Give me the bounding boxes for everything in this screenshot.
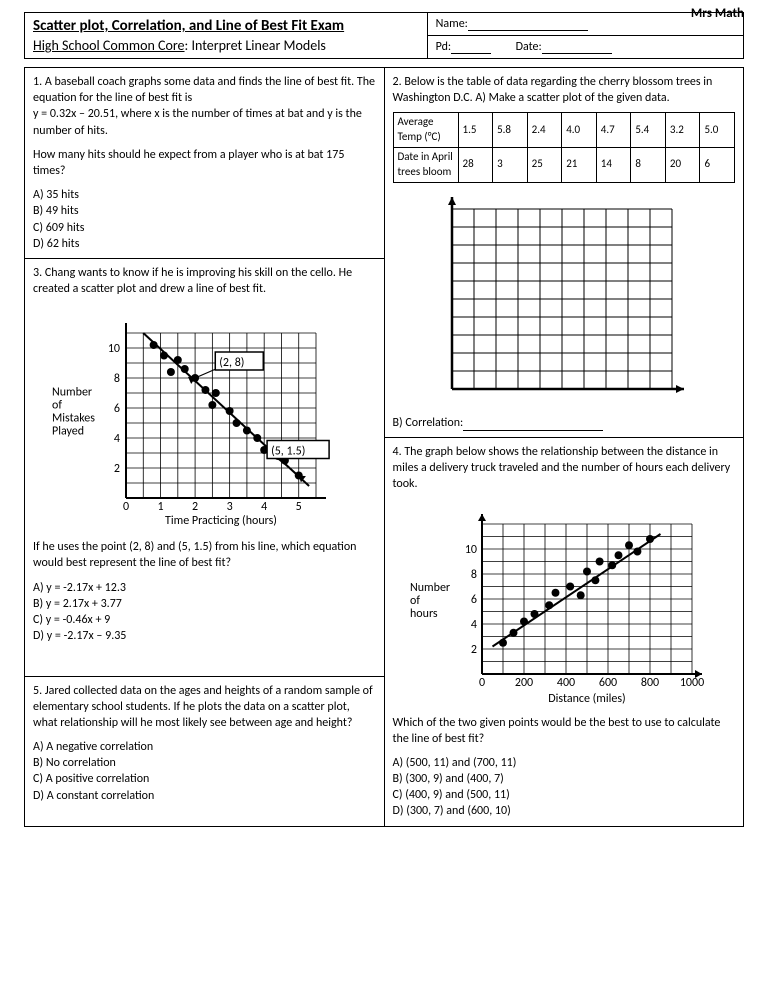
q3-options: A) y = -2.17x + 12.3 B) y = 2.17x + 3.77…: [33, 580, 376, 645]
title-cell: Scatter plot, Correlation, and Line of B…: [25, 13, 428, 59]
svg-text:0: 0: [123, 500, 129, 514]
svg-text:10: 10: [108, 342, 120, 356]
q4-options: A) (500, 11) and (700, 11) B) (300, 9) a…: [393, 755, 736, 820]
q5-options: A) A negative correlation B) No correlat…: [33, 739, 376, 804]
date-blank[interactable]: [542, 41, 612, 54]
svg-text:8: 8: [471, 568, 477, 582]
svg-text:0: 0: [479, 676, 485, 690]
svg-text:1000: 1000: [680, 676, 704, 690]
main-grid: 1. A baseball coach graphs some data and…: [24, 67, 744, 827]
brand-label: Mrs Math: [691, 6, 744, 21]
q4-cell: 4. The graph below shows the relationshi…: [384, 437, 744, 826]
svg-text:10: 10: [465, 543, 477, 557]
svg-text:Number: Number: [52, 386, 92, 400]
svg-text:(5, 1.5): (5, 1.5): [271, 445, 305, 459]
q1-options: A) 35 hits B) 49 hits C) 609 hits D) 62 …: [33, 187, 376, 252]
q3-chart: 0 1 2 3 4 5 2 4 6 8 10 Time Practicing (hours) Numbe…: [33, 303, 376, 533]
svg-text:800: 800: [641, 676, 659, 690]
worksheet-page: Mrs Math Scatter plot, Correlation, and …: [0, 0, 768, 851]
header-table: Scatter plot, Correlation, and Line of B…: [24, 12, 744, 59]
q4-chart: 0 200 400 600 800 1000 2 4 6 8 10 Distance (miles) N…: [393, 499, 736, 709]
svg-text:3: 3: [227, 500, 233, 514]
svg-text:Time Practicing (hours): Time Practicing (hours): [165, 514, 277, 528]
svg-text:Mistakes: Mistakes: [52, 412, 95, 426]
svg-text:of: of: [52, 399, 62, 413]
svg-text:Distance (miles): Distance (miles): [548, 692, 625, 706]
corr-blank[interactable]: [463, 418, 603, 431]
pd-date-cell: Pd: Date:: [427, 36, 743, 59]
exam-subtitle: High School Common Core: Interpret Linea…: [33, 37, 419, 54]
svg-text:4: 4: [471, 618, 477, 632]
svg-text:200: 200: [515, 676, 533, 690]
q2-blank-grid: [393, 189, 736, 409]
q2-cell: 2. Below is the table of data regarding …: [384, 68, 744, 438]
svg-text:5: 5: [296, 500, 302, 514]
svg-text:6: 6: [114, 402, 120, 416]
svg-text:1: 1: [158, 500, 164, 514]
svg-text:of: of: [410, 594, 420, 608]
svg-text:2: 2: [192, 500, 198, 514]
svg-text:8: 8: [114, 372, 120, 386]
svg-text:Played: Played: [52, 425, 84, 439]
q5-cell: 5. Jared collected data on the ages and …: [25, 676, 385, 826]
svg-text:hours: hours: [410, 607, 438, 621]
svg-text:2: 2: [471, 643, 477, 657]
svg-text:4: 4: [261, 500, 267, 514]
svg-text:2: 2: [114, 462, 120, 476]
name-blank[interactable]: [468, 18, 588, 31]
svg-text:6: 6: [471, 593, 477, 607]
svg-text:400: 400: [557, 676, 575, 690]
svg-text:Number: Number: [410, 581, 450, 595]
q2-data-table: Average Temp (°C) 1.5 5.8 2.4 4.0 4.7 5.…: [393, 112, 736, 182]
pd-blank[interactable]: [451, 41, 491, 54]
svg-text:(2, 8): (2, 8): [220, 356, 245, 370]
exam-title: Scatter plot, Correlation, and Line of B…: [33, 17, 419, 35]
header: Mrs Math Scatter plot, Correlation, and …: [24, 12, 744, 59]
svg-text:4: 4: [114, 432, 120, 446]
q2-correlation: B) Correlation:: [393, 415, 736, 431]
q3-cell: 3. Chang wants to know if he is improvin…: [25, 258, 385, 676]
svg-text:600: 600: [599, 676, 617, 690]
q1-cell: 1. A baseball coach graphs some data and…: [25, 68, 385, 259]
